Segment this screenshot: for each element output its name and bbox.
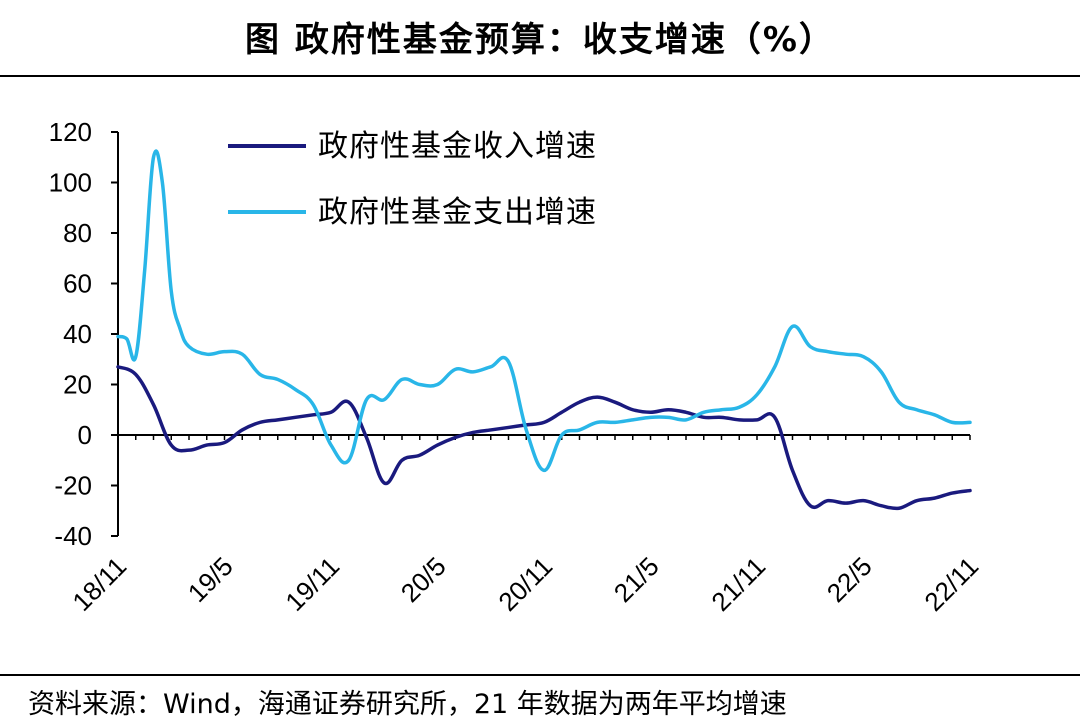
source-divider <box>0 674 1080 676</box>
legend: 政府性基金收入增速 政府性基金支出增速 <box>228 129 597 230</box>
y-tick-label: 60 <box>63 269 92 299</box>
series-layer <box>116 149 972 511</box>
x-tick-label: 22/11 <box>918 551 984 617</box>
x-tick-label: 19/11 <box>279 551 345 617</box>
x-tick-label: 21/5 <box>608 551 665 608</box>
source-note: 资料来源：Wind，海通证券研究所，21 年数据为两年平均增速 <box>28 689 787 720</box>
legend-label-expense: 政府性基金支出增速 <box>318 195 597 230</box>
x-tick-label: 19/5 <box>182 551 239 608</box>
y-tick-label: 40 <box>63 319 92 349</box>
x-tick-label: 20/11 <box>492 551 558 617</box>
y-tick-label: 100 <box>49 168 92 198</box>
y-tick-label: 80 <box>63 218 92 248</box>
legend-label-income: 政府性基金收入增速 <box>318 129 597 164</box>
y-tick-label: 20 <box>63 370 92 400</box>
y-tick-label: -20 <box>54 471 92 501</box>
chart-title: 图 政府性基金预算：收支增速（%） <box>245 20 835 60</box>
series-line-expense <box>116 149 972 473</box>
title-divider <box>0 75 1080 77</box>
series-line-income <box>116 365 972 511</box>
y-tick-label: 0 <box>78 420 92 450</box>
x-tick-label: 18/11 <box>66 551 132 617</box>
x-tick-label: 21/11 <box>705 551 771 617</box>
y-tick-label: 120 <box>49 117 92 147</box>
y-tick-label: -40 <box>54 521 92 551</box>
x-tick-label: 22/5 <box>821 551 878 608</box>
x-tick-label: 20/5 <box>395 551 452 608</box>
